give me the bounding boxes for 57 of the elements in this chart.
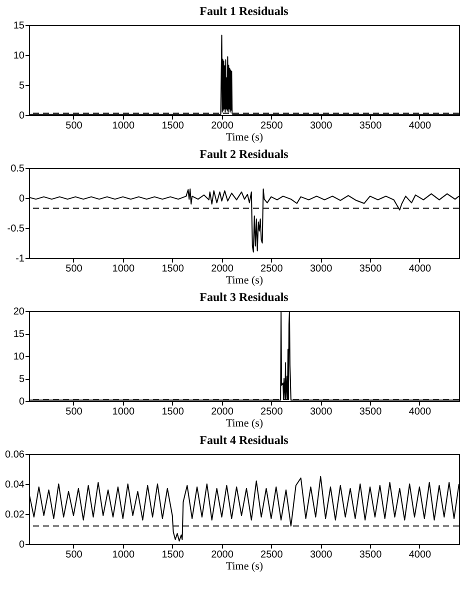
x-tick-label: 3500 xyxy=(359,264,382,274)
chart-title: Fault 4 Residuals xyxy=(200,433,289,447)
x-tick-label: 1500 xyxy=(162,120,184,132)
x-tick-label: 1000 xyxy=(112,550,135,560)
x-tick-label: 1000 xyxy=(112,264,135,274)
x-tick-label: 3000 xyxy=(310,120,333,132)
x-tick-label: 500 xyxy=(66,550,83,560)
y-tick-label: 15 xyxy=(13,329,25,340)
y-tick-label: 0 xyxy=(18,540,25,550)
x-tick-label: 3500 xyxy=(359,120,382,132)
x-tick-label: 1500 xyxy=(162,550,184,560)
y-tick-label: 15 xyxy=(13,20,25,32)
y-tick-label: 0.04 xyxy=(5,480,25,490)
y-tick-label: 5 xyxy=(18,80,25,92)
x-tick-label: 3500 xyxy=(359,406,382,418)
y-tick-label: 0 xyxy=(18,396,25,408)
x-tick-label: 2500 xyxy=(260,264,284,274)
x-tick-label: 2000 xyxy=(211,264,234,274)
x-axis-title: Time (s) xyxy=(226,132,264,144)
chart-title: Fault 1 Residuals xyxy=(200,4,289,18)
x-tick-label: 2500 xyxy=(260,550,284,560)
y-tick-label: 0.02 xyxy=(5,510,25,520)
x-tick-label: 2000 xyxy=(211,550,234,560)
x-tick-label: 4000 xyxy=(408,264,432,274)
x-tick-label: 2000 xyxy=(211,406,234,418)
y-tick-label: 0 xyxy=(18,110,25,122)
x-tick-label: 1500 xyxy=(162,264,184,274)
x-tick-label: 500 xyxy=(66,406,83,418)
x-tick-label: 4000 xyxy=(408,120,432,132)
y-tick-label: 10 xyxy=(13,352,25,362)
x-axis-title: Time (s) xyxy=(226,560,264,572)
x-tick-label: 500 xyxy=(66,120,83,132)
x-tick-label: 3000 xyxy=(310,550,333,560)
y-tick-label: -1 xyxy=(16,254,25,264)
y-tick-label: 0.5 xyxy=(10,164,25,174)
x-tick-label: 1000 xyxy=(112,406,135,418)
x-tick-label: 2500 xyxy=(260,120,284,132)
x-tick-label: 3000 xyxy=(310,406,333,418)
y-tick-label: 5 xyxy=(18,374,25,385)
x-tick-label: 3000 xyxy=(310,264,333,274)
x-tick-label: 3500 xyxy=(359,550,382,560)
x-tick-label: 1500 xyxy=(162,406,184,418)
y-tick-label: 0.06 xyxy=(5,450,25,460)
x-axis-title: Time (s) xyxy=(226,418,264,430)
x-tick-label: 4000 xyxy=(408,406,432,418)
y-tick-label: -0.5 xyxy=(7,224,25,234)
x-tick-label: 4000 xyxy=(408,550,432,560)
y-tick-label: 20 xyxy=(13,306,25,318)
chart-title: Fault 2 Residuals xyxy=(200,147,289,161)
y-tick-label: 10 xyxy=(13,50,25,62)
x-tick-label: 2500 xyxy=(260,406,284,418)
y-tick-label: 0 xyxy=(18,194,25,204)
x-tick-label: 1000 xyxy=(112,120,135,132)
x-tick-label: 2000 xyxy=(211,120,234,132)
chart-title: Fault 3 Residuals xyxy=(200,290,289,304)
x-tick-label: 500 xyxy=(66,264,83,274)
x-axis-title: Time (s) xyxy=(226,274,264,286)
